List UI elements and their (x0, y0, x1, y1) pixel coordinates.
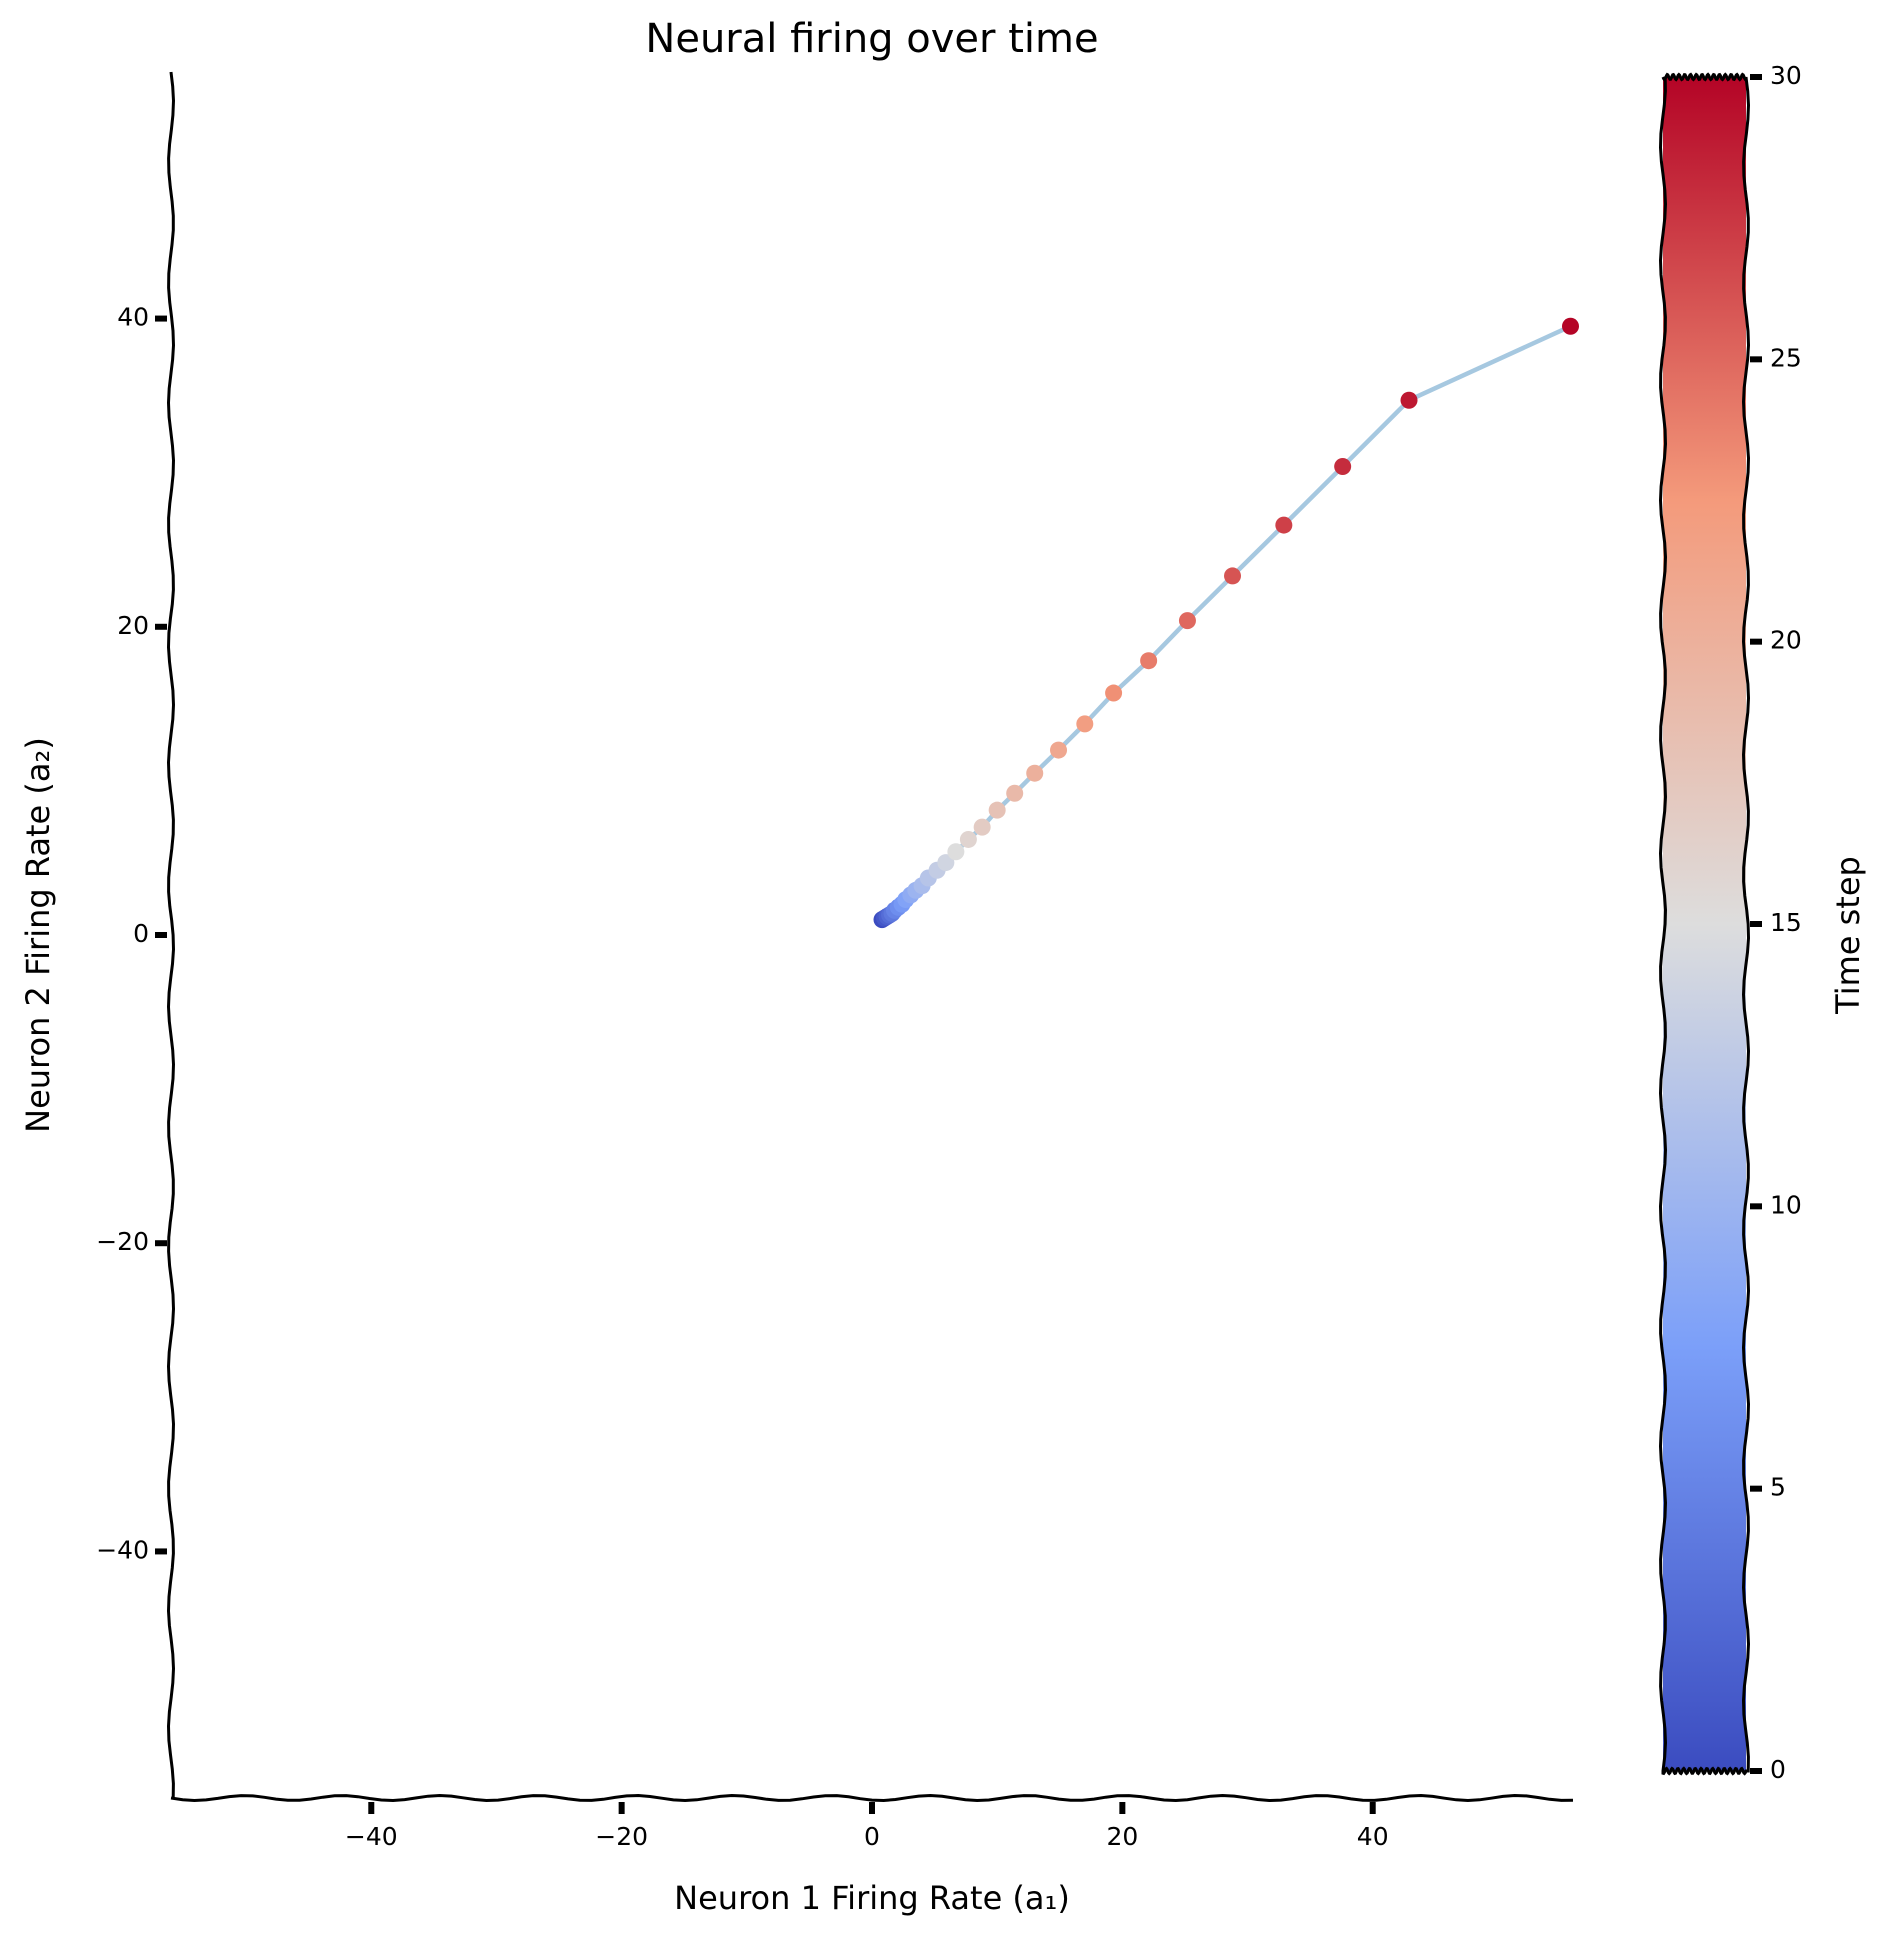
x-tick-label: −40 (345, 1822, 398, 1851)
y-axis-spine (166, 71, 176, 1799)
scatter-point (1140, 652, 1158, 670)
y-tick-label: −40 (96, 1535, 149, 1564)
scatter-point (937, 854, 955, 872)
scatter-point (1050, 741, 1068, 759)
x-tick-label: 0 (864, 1822, 880, 1851)
scatter-point (1400, 391, 1418, 409)
colorbar-tick-label: 25 (1770, 343, 1802, 372)
colorbar-tick-label: 0 (1770, 1755, 1786, 1784)
scatter-point (1178, 612, 1196, 630)
scatter-point (1334, 458, 1352, 476)
colorbar-frame (1658, 72, 1751, 1776)
x-tick-label: 20 (1106, 1822, 1138, 1851)
x-axis-label: Neuron 1 Firing Rate (a₁) (674, 1879, 1070, 1917)
scatter-point (1561, 317, 1579, 335)
x-tick-label: 40 (1357, 1822, 1389, 1851)
x-axis-spine (170, 1793, 1574, 1803)
y-axis-label: Neuron 2 Firing Rate (a₂) (19, 737, 57, 1133)
scatter-point (947, 843, 965, 861)
colorbar-tick-label: 20 (1770, 626, 1802, 655)
x-tick-label: −20 (595, 1822, 648, 1851)
y-tick-label: 40 (117, 303, 149, 332)
scatter-point (973, 818, 991, 836)
colorbar-tick-label: 10 (1770, 1190, 1802, 1219)
colorbar-tick-label: 30 (1770, 61, 1802, 90)
scatter-point (1105, 684, 1123, 702)
y-tick-label: −20 (96, 1227, 149, 1256)
scatter-point (1275, 516, 1293, 534)
y-tick-label: 20 (117, 611, 149, 640)
scatter-point (988, 801, 1006, 819)
colorbar (1663, 77, 1746, 1771)
colorbar-tick-label: 5 (1770, 1473, 1786, 1502)
scatter-point (1076, 715, 1094, 733)
colorbar-label: Time step (1829, 856, 1867, 1015)
y-tick-label: 0 (133, 919, 149, 948)
scatter-point (1026, 764, 1044, 782)
colorbar-tick-label: 15 (1770, 908, 1802, 937)
scatter-point (959, 830, 977, 848)
scatter-point (1006, 784, 1024, 802)
scatter-point (1224, 567, 1242, 585)
chart-title: Neural firing over time (645, 16, 1098, 62)
